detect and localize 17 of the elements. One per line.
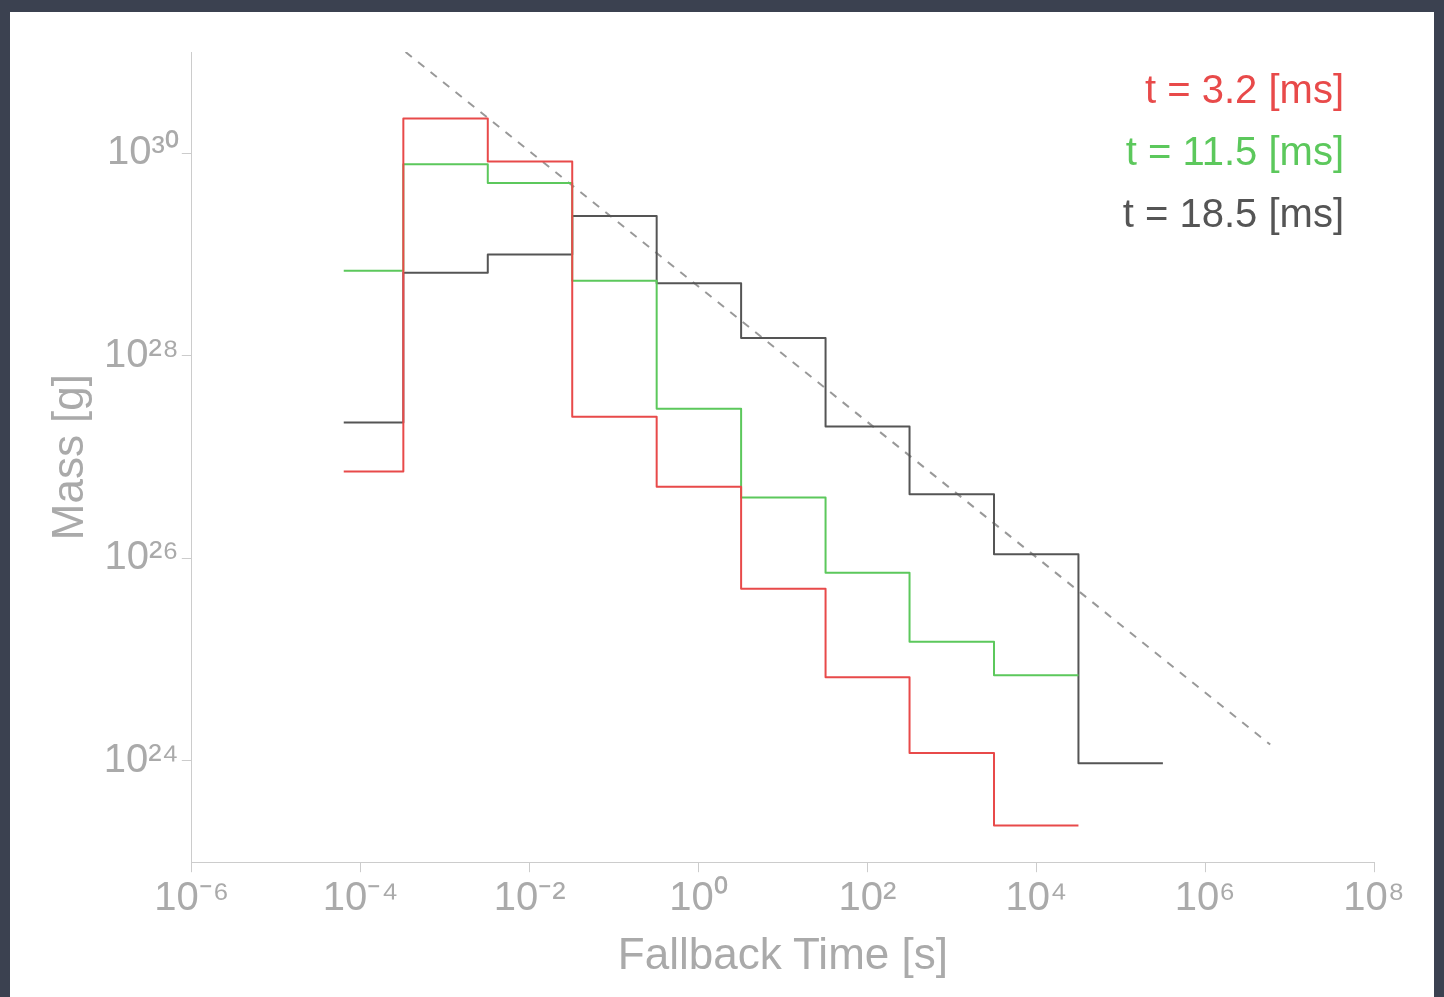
x-tick-label: 10⁰: [669, 874, 728, 919]
text: t = 18.5 [ms]: [1122, 191, 1344, 236]
y-axis-title: Mass [g]: [42, 373, 92, 541]
x-tick-label: 10⁻²: [493, 874, 566, 919]
text: t = 3.2 [ms]: [1145, 67, 1344, 112]
text: t = 11.5 [ms]: [1125, 129, 1344, 174]
x-tick-label: 10⁴: [1005, 874, 1068, 919]
x-tick-label: 10²: [838, 874, 897, 919]
y-tick-label: 10²⁶: [104, 533, 179, 578]
y-tick-label: 10²⁴: [103, 735, 179, 780]
x-tick-label: 10⁻⁴: [322, 874, 399, 919]
y-tick-label: 10³⁰: [106, 128, 179, 173]
x-tick-label: 10⁶: [1174, 874, 1236, 919]
y-tick-label: 10²⁸: [104, 330, 179, 375]
x-axis-title: Fallback Time [s]: [617, 928, 948, 978]
x-tick-label: 10⁻⁶: [154, 874, 230, 919]
x-tick-label: 10⁸: [1343, 874, 1405, 919]
